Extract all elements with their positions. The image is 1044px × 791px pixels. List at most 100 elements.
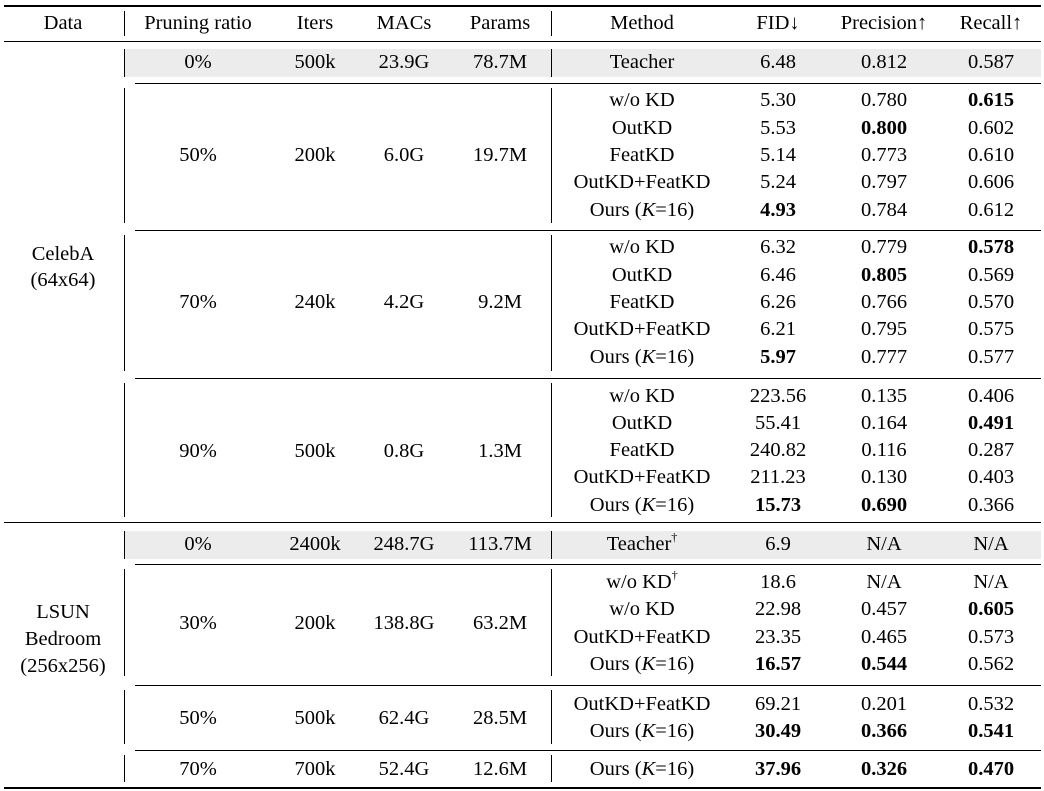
recall-value: 0.491: [967, 411, 1015, 434]
method-cell: Ours (K=16): [590, 347, 694, 368]
precision-value: 0.805: [860, 263, 908, 286]
fid-value: 15.73: [754, 493, 802, 516]
recall-value: 0.615: [967, 88, 1015, 111]
precision-value: 0.544: [860, 652, 908, 675]
recall-value: 0.587: [967, 50, 1015, 73]
ours-k: K: [641, 493, 656, 516]
precision-value: N/A: [866, 570, 902, 593]
group-vline-1: [551, 49, 552, 77]
ours-suffix: (K=16): [630, 720, 694, 742]
group-separator: [135, 750, 1041, 751]
method-name: Teacher: [606, 532, 672, 555]
fid-value: 240.82: [749, 438, 807, 461]
method-cell: Ours (K=16): [590, 721, 694, 742]
method-name: OutKD+FeatKD: [573, 625, 711, 648]
method-cell: w/o KD: [609, 237, 674, 258]
params: 9.2M: [478, 290, 522, 313]
method-cell: OutKD+FeatKD: [574, 694, 711, 715]
method-cell: Teacher: [610, 52, 675, 73]
group-vline-1: [551, 88, 552, 223]
precision-value: 0.800: [860, 116, 908, 139]
method-cell: OutKD+FeatKD: [574, 627, 711, 648]
macs: 23.9G: [378, 50, 430, 73]
teacher-row-shade: [124, 49, 1041, 77]
dagger-mark: †: [671, 529, 678, 544]
ours-suffix: (K=16): [630, 757, 695, 780]
iters: 700k: [294, 757, 336, 780]
macs: 52.4G: [378, 757, 430, 780]
pruning-ratio: 50%: [179, 706, 217, 729]
ours-paren: (: [634, 198, 642, 221]
precision-value: 0.326: [860, 757, 908, 780]
group-separator: [135, 378, 1041, 379]
method-name: Ours: [589, 652, 630, 675]
precision-value: 0.164: [860, 411, 908, 434]
method-cell: w/o KD: [609, 386, 674, 407]
recall-value: 0.575: [967, 317, 1015, 340]
precision-value: 0.201: [860, 692, 908, 715]
group-vline-0: [124, 49, 125, 77]
fid-value: 23.35: [754, 625, 802, 648]
fid-value: 5.24: [760, 170, 796, 193]
group-separator: [135, 564, 1041, 565]
group-vline-1: [551, 531, 552, 559]
method-cell: FeatKD: [610, 145, 675, 166]
precision-value: 0.797: [860, 170, 908, 193]
precision-value: 0.795: [860, 317, 908, 340]
method-cell: OutKD: [612, 265, 672, 286]
dataset-separator: [4, 522, 1041, 523]
method-name: FeatKD: [609, 438, 675, 461]
recall-value: 0.366: [967, 493, 1015, 516]
precision-value: 0.116: [861, 438, 907, 461]
method-cell: Teacher†: [606, 531, 678, 555]
dagger-mark: †: [671, 567, 678, 582]
precision-value: 0.780: [860, 88, 908, 111]
header-1: Pruning ratio: [144, 11, 252, 34]
group-vline-1: [551, 569, 552, 676]
ours-eq: =16): [655, 198, 695, 221]
method-name: OutKD+FeatKD: [573, 170, 711, 193]
method-name: w/o KD: [609, 88, 675, 111]
method-cell: w/o KD: [609, 90, 674, 111]
precision-value: 0.366: [860, 719, 908, 742]
fid-value: 6.46: [760, 263, 796, 286]
header-5: Method: [610, 11, 674, 34]
recall-value: 0.606: [967, 170, 1015, 193]
ours-eq: =16): [655, 757, 695, 780]
method-cell: Ours (K=16): [590, 200, 694, 221]
method-name: OutKD: [611, 263, 673, 286]
dataset-label: (64x64): [30, 268, 96, 291]
group-vline-1: [551, 755, 552, 782]
macs: 248.7G: [373, 532, 435, 555]
method-name: Ours: [589, 719, 630, 742]
pruning-ratio: 50%: [179, 143, 217, 166]
group-vline-0: [124, 569, 125, 676]
pruning-ratio: 0%: [184, 532, 212, 555]
macs: 62.4G: [378, 706, 430, 729]
method-name: OutKD: [611, 116, 673, 139]
group-vline-0: [124, 531, 125, 559]
method-cell: OutKD+FeatKD: [574, 467, 711, 488]
dataset-label: CelebA: [31, 242, 95, 265]
method-name: OutKD: [611, 411, 673, 434]
precision-value: 0.690: [860, 493, 908, 516]
method-name: Ours: [589, 345, 630, 368]
fid-value: 22.98: [754, 597, 802, 620]
fid-value: 30.49: [754, 719, 802, 742]
header-7: Precision↑: [840, 11, 928, 34]
ours-paren: (: [634, 345, 642, 368]
header-4: Params: [469, 11, 531, 34]
precision-value: 0.773: [860, 143, 908, 166]
dataset-label: (256x256): [20, 654, 106, 677]
header-vline-1: [551, 11, 552, 36]
precision-value: 0.130: [860, 465, 908, 488]
fid-value: 6.32: [760, 235, 796, 258]
method-name: OutKD+FeatKD: [573, 465, 711, 488]
header-vline-0: [124, 11, 125, 36]
iters: 240k: [294, 290, 336, 313]
iters: 200k: [294, 143, 336, 166]
ours-k: K: [641, 345, 656, 368]
recall-value: 0.570: [967, 290, 1015, 313]
recall-value: N/A: [973, 570, 1009, 593]
precision-value: 0.135: [860, 384, 908, 407]
